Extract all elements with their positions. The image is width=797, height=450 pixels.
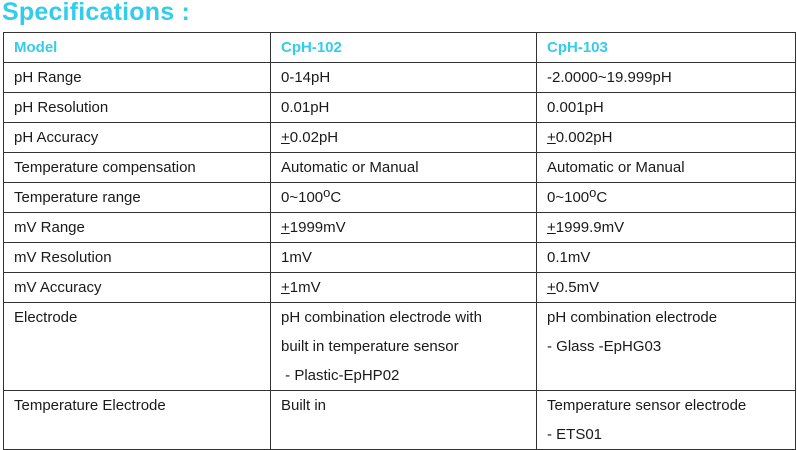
value-text: 0~100 <box>547 189 590 206</box>
cph-102-value: Automatic or Manual <box>270 152 537 183</box>
value-text: 0.5mV <box>555 279 600 296</box>
table-header-row: Model CpH-102 CpH-103 <box>3 32 796 63</box>
value-line: - Glass -EpHG03 <box>547 338 662 355</box>
value-line: - Plastic-EpHP02 <box>281 367 400 384</box>
cph-103-value: +0.5mV <box>536 272 796 303</box>
row-label: mV Accuracy <box>3 272 271 303</box>
table-row: pH Range 0-14pH -2.0000~19.999pH <box>3 62 796 93</box>
row-label: Electrode <box>3 302 271 391</box>
value-line: Temperature sensor electrode <box>547 397 747 414</box>
value-line: - ETS01 <box>547 426 603 443</box>
cph-102-value: 0~100oC <box>270 182 537 213</box>
value-text: 1mV <box>289 279 321 296</box>
plus-minus-sign: + <box>547 279 556 296</box>
plus-minus-sign: + <box>281 129 290 146</box>
table-row: mV Accuracy +1mV +0.5mV <box>3 272 796 303</box>
value-line: built in temperature sensor <box>281 338 459 355</box>
degree-symbol: o <box>323 185 331 200</box>
value-text: 0.002pH <box>555 129 613 146</box>
row-label: mV Resolution <box>3 242 271 273</box>
page-title: Specifications : <box>2 0 190 26</box>
header-model: Model <box>3 32 271 63</box>
plus-minus-sign: + <box>547 129 556 146</box>
row-label: mV Range <box>3 212 271 243</box>
value-text: 1999.9mV <box>555 219 625 236</box>
cph-102-value: Built in <box>270 390 537 450</box>
plus-minus-sign: + <box>281 279 290 296</box>
cph-102-value: 0.01pH <box>270 92 537 123</box>
row-label: pH Resolution <box>3 92 271 123</box>
cph-103-value: Temperature sensor electrode - ETS01 <box>536 390 796 450</box>
cph-102-value: +1999mV <box>270 212 537 243</box>
plus-minus-sign: + <box>547 219 556 236</box>
cph-103-value: 0.001pH <box>536 92 796 123</box>
cph-103-value: Automatic or Manual <box>536 152 796 183</box>
row-label: pH Range <box>3 62 271 93</box>
table-row: Electrode pH combination electrode with … <box>3 302 796 391</box>
value-line: pH combination electrode <box>547 309 718 326</box>
cph-103-value: 0~100oC <box>536 182 796 213</box>
unit-text: C <box>596 189 608 206</box>
cph-103-value: 0.1mV <box>536 242 796 273</box>
header-cph-103: CpH-103 <box>536 32 796 63</box>
value-line: pH combination electrode with <box>281 309 482 326</box>
plus-minus-sign: + <box>281 219 290 236</box>
cph-103-value: +1999.9mV <box>536 212 796 243</box>
table-row: mV Resolution 1mV 0.1mV <box>3 242 796 273</box>
value-text: 0~100 <box>281 189 324 206</box>
cph-103-value: -2.0000~19.999pH <box>536 62 796 93</box>
table-row: Temperature Electrode Built in Temperatu… <box>3 390 796 450</box>
cph-102-value: 0-14pH <box>270 62 537 93</box>
value-text: 0.02pH <box>289 129 339 146</box>
cph-103-value: +0.002pH <box>536 122 796 153</box>
cph-102-value: pH combination electrode with built in t… <box>270 302 537 391</box>
cph-102-value: +1mV <box>270 272 537 303</box>
table-row: Temperature compensation Automatic or Ma… <box>3 152 796 183</box>
row-label: Temperature compensation <box>3 152 271 183</box>
degree-symbol: o <box>589 185 597 200</box>
table-row: pH Accuracy +0.02pH +0.002pH <box>3 122 796 153</box>
specifications-table: Model CpH-102 CpH-103 pH Range 0-14pH -2… <box>3 32 796 450</box>
header-cph-102: CpH-102 <box>270 32 537 63</box>
row-label: Temperature range <box>3 182 271 213</box>
table-row: mV Range +1999mV +1999.9mV <box>3 212 796 243</box>
cph-103-value: pH combination electrode - Glass -EpHG03 <box>536 302 796 391</box>
row-label: pH Accuracy <box>3 122 271 153</box>
table-row: pH Resolution 0.01pH 0.001pH <box>3 92 796 123</box>
value-text: 1999mV <box>289 219 346 236</box>
table-row: Temperature range 0~100oC 0~100oC <box>3 182 796 213</box>
row-label: Temperature Electrode <box>3 390 271 450</box>
cph-102-value: 1mV <box>270 242 537 273</box>
cph-102-value: +0.02pH <box>270 122 537 153</box>
unit-text: C <box>330 189 342 206</box>
